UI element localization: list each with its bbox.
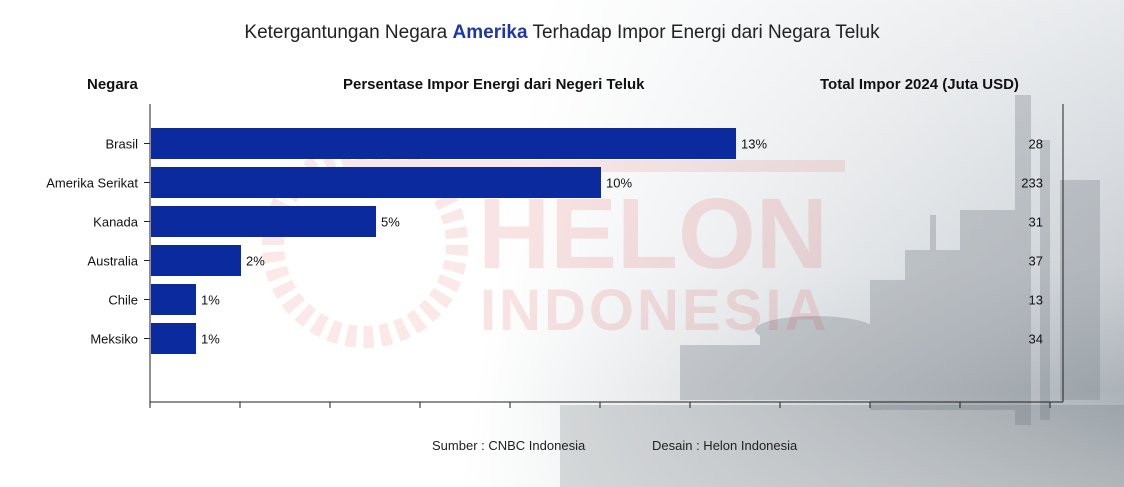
bar (151, 128, 736, 159)
total-value: 13 (1029, 293, 1043, 308)
value-label: 5% (381, 215, 400, 230)
value-label: 1% (201, 293, 220, 308)
column-header-country: Negara (87, 76, 138, 93)
bar (151, 245, 241, 276)
bar (151, 284, 196, 315)
category-label: Australia (87, 254, 138, 269)
total-value: 233 (1021, 176, 1043, 191)
design-credit: Desain : Helon Indonesia (652, 438, 798, 453)
chart-title: Ketergantungan Negara Amerika Terhadap I… (0, 22, 1124, 44)
bar (151, 323, 196, 354)
bar (151, 167, 601, 198)
title-suffix: Terhadap Impor Energi dari Negara Teluk (527, 22, 880, 43)
value-label: 13% (741, 137, 767, 152)
column-header-total: Total Impor 2024 (Juta USD) (820, 76, 1019, 93)
total-value: 37 (1029, 254, 1043, 269)
total-value: 31 (1029, 215, 1043, 230)
bar (151, 206, 376, 237)
total-value: 34 (1029, 332, 1043, 347)
total-value: 28 (1029, 137, 1043, 152)
value-label: 10% (606, 176, 632, 191)
value-label: 2% (246, 254, 265, 269)
column-header-percent: Persentase Impor Energi dari Negeri Telu… (343, 76, 645, 93)
title-prefix: Ketergantungan Negara (244, 22, 453, 43)
category-label: Meksiko (90, 332, 138, 347)
category-label: Kanada (93, 215, 139, 230)
title-highlight: Amerika (452, 22, 528, 43)
source-note: Sumber : CNBC Indonesia (432, 438, 586, 453)
category-label: Chile (108, 293, 138, 308)
category-label: Brasil (105, 137, 138, 152)
value-label: 1% (201, 332, 220, 347)
category-label: Amerika Serikat (46, 176, 138, 191)
